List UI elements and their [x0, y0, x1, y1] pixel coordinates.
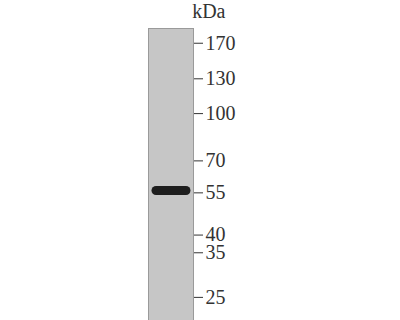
svg-text:70: 70 [206, 149, 226, 171]
svg-text:130: 130 [206, 67, 236, 89]
svg-text:35: 35 [206, 241, 226, 263]
svg-text:kDa: kDa [192, 0, 225, 22]
svg-text:100: 100 [206, 102, 236, 124]
svg-text:170: 170 [206, 32, 236, 54]
svg-text:40: 40 [205, 223, 226, 246]
svg-text:25: 25 [206, 286, 226, 308]
svg-text:55: 55 [206, 181, 226, 203]
